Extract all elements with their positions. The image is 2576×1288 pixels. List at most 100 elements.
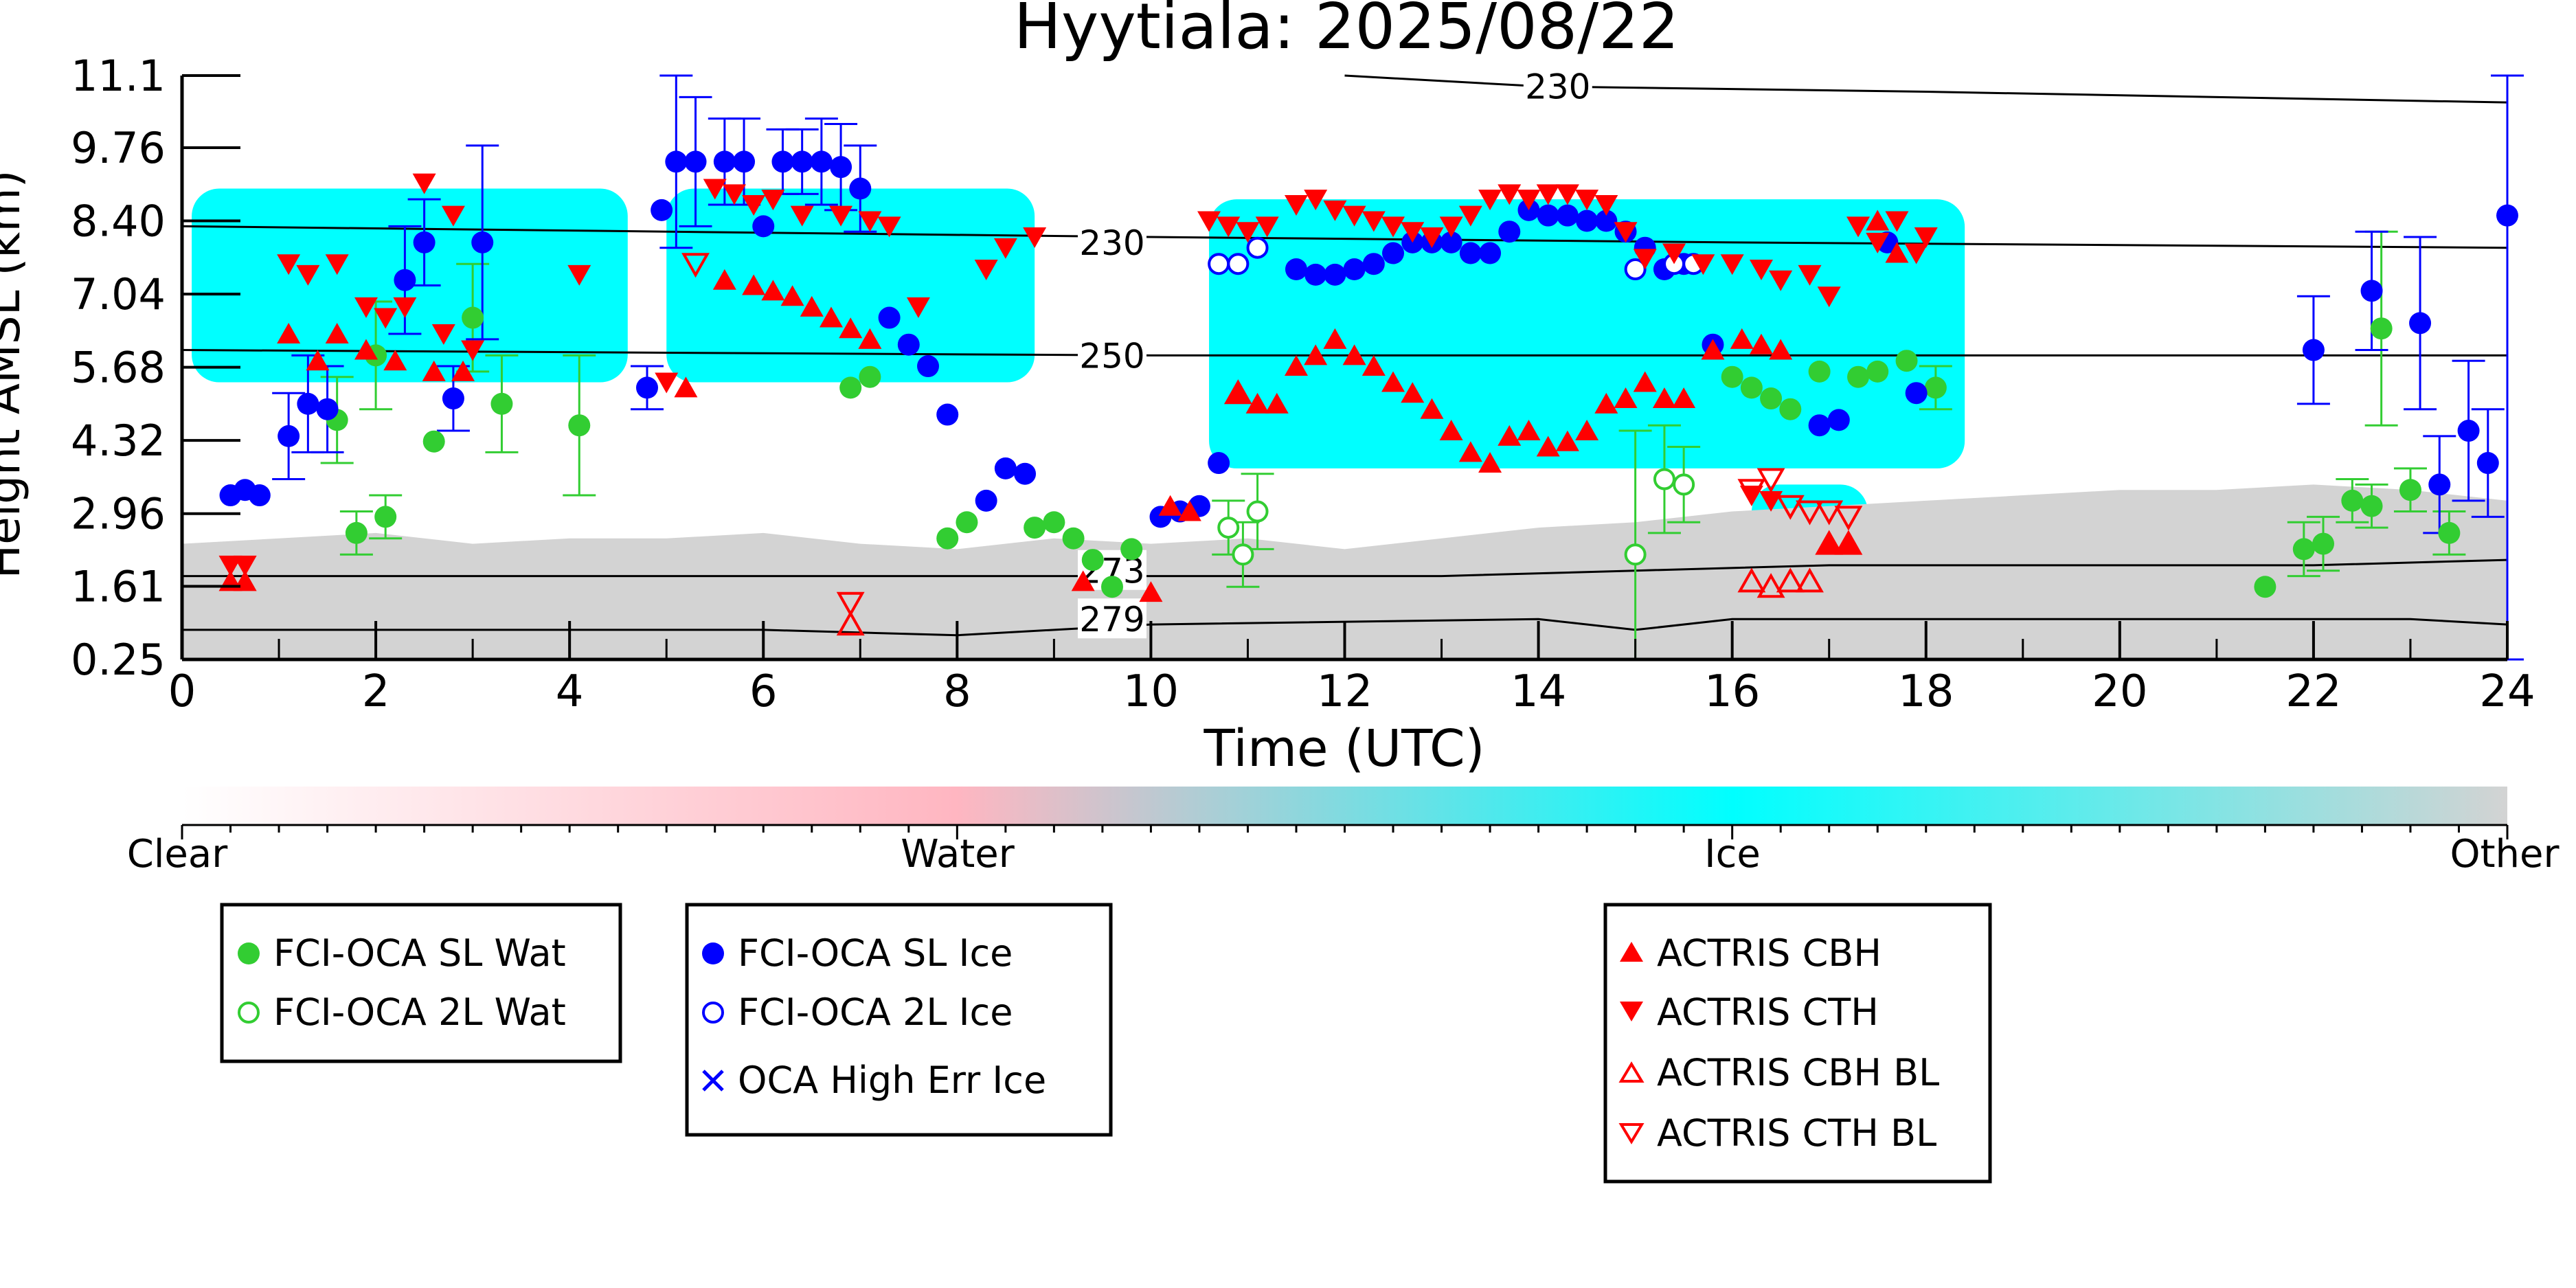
isotherm-label-230: 230 xyxy=(1079,223,1144,263)
marker-actris-cbh-51 xyxy=(1885,242,1909,263)
marker-actris-cth-bl-5 xyxy=(1796,500,1824,526)
marker-fci-oca-2l-wat-5 xyxy=(1673,473,1695,496)
marker-actris-cth-35 xyxy=(1381,216,1405,238)
marker-fci-oca-sl-ice-33 xyxy=(1285,258,1307,281)
colorbar-ticks xyxy=(181,825,2509,839)
marker-actris-cbh-46 xyxy=(1701,339,1725,360)
marker-fci-oca-sl-ice-34 xyxy=(1304,263,1327,286)
marker-actris-cth-16 xyxy=(742,195,766,216)
marker-actris-cth-31 xyxy=(1304,190,1328,211)
marker-actris-cth-54 xyxy=(1798,264,1822,286)
marker-fci-oca-sl-ice-3 xyxy=(278,425,300,447)
marker-fci-oca-sl-ice-36 xyxy=(1343,258,1366,281)
x-tick-label-18: 18 xyxy=(1898,666,1954,717)
marker-actris-cbh-10 xyxy=(712,269,736,290)
legend-marker-sl-ice xyxy=(702,942,724,964)
marker-actris-cth-18 xyxy=(790,205,814,227)
marker-actris-cbh-15 xyxy=(819,306,843,328)
marker-actris-cbh-5 xyxy=(354,339,378,360)
marker-actris-cth-41 xyxy=(1498,184,1522,205)
marker-fci-oca-sl-wat-8 xyxy=(839,376,862,399)
marker-actris-cth-1 xyxy=(233,555,257,576)
marker-fci-oca-2l-ice-0 xyxy=(1208,253,1230,275)
marker-actris-cbh-29 xyxy=(1362,355,1386,376)
marker-actris-cth-bl-3 xyxy=(1756,468,1785,493)
marker-fci-oca-sl-wat-12 xyxy=(1024,517,1046,539)
x-tick-label-22: 22 xyxy=(2285,666,2341,717)
marker-actris-cth-13 xyxy=(655,372,679,394)
marker-fci-oca-sl-wat-18 xyxy=(1721,365,1743,388)
marker-actris-cbh-9 xyxy=(674,376,698,398)
marker-actris-cth-4 xyxy=(325,254,349,275)
x-tick-label-14: 14 xyxy=(1511,666,1566,717)
legend-marker-cth-bl xyxy=(1618,1123,1645,1144)
marker-fci-oca-sl-ice-21 xyxy=(849,177,872,200)
y-tick-label-4.32: 4.32 xyxy=(71,416,166,466)
marker-fci-oca-sl-ice-7 xyxy=(413,231,436,253)
legend-marker-cbh-bl xyxy=(1618,1061,1645,1083)
isotherm-label-bg-279 xyxy=(1078,598,1146,639)
marker-actris-cth-9 xyxy=(431,324,455,346)
marker-fci-oca-sl-wat-9 xyxy=(859,365,881,388)
legend-marker-2l-ice xyxy=(702,1002,724,1024)
legend-marker-cbh xyxy=(1620,942,1643,962)
marker-actris-cth-24 xyxy=(993,238,1017,259)
legend-water-box xyxy=(220,903,622,1063)
marker-actris-cth-28 xyxy=(1236,222,1260,243)
marker-fci-oca-sl-ice-15 xyxy=(733,150,756,173)
marker-actris-cbh-52 xyxy=(1817,532,1841,554)
marker-actris-cbh-42 xyxy=(1614,387,1638,409)
isotherm-label-279: 279 xyxy=(1079,600,1144,640)
marker-actris-cth-bl-2 xyxy=(1737,479,1766,504)
legend-marker-2l-wat xyxy=(238,1002,260,1024)
x-tick-label-6: 6 xyxy=(749,666,778,717)
marker-fci-oca-sl-ice-28 xyxy=(1014,462,1037,485)
marker-fci-oca-sl-wat-24 xyxy=(1866,360,1889,383)
marker-actris-cth-20 xyxy=(858,211,882,232)
marker-fci-oca-sl-ice-12 xyxy=(665,150,688,173)
marker-actris-cbh-50 xyxy=(1866,210,1890,231)
marker-fci-oca-2l-wat-1 xyxy=(1232,543,1254,566)
colorbar-label-other: Other xyxy=(2450,832,2560,877)
marker-fci-oca-sl-wat-11 xyxy=(956,511,978,534)
marker-actris-cbh-24 xyxy=(1265,392,1289,414)
marker-fci-oca-sl-wat-29 xyxy=(2312,532,2335,555)
legend-marker-high-err-ice xyxy=(702,1070,724,1092)
marker-fci-oca-sl-wat-21 xyxy=(1779,398,1802,420)
marker-actris-cth-40 xyxy=(1478,190,1502,211)
marker-fci-oca-sl-ice-46 xyxy=(1537,204,1559,227)
marker-actris-cbh-20 xyxy=(1158,495,1182,516)
marker-actris-cth-60 xyxy=(1914,227,1938,249)
marker-actris-cbh-bl-2 xyxy=(1737,567,1766,593)
marker-actris-cth-47 xyxy=(1614,222,1638,243)
legend-label-2l-wat: FCI-OCA 2L Wat xyxy=(273,991,566,1034)
marker-actris-cbh-32 xyxy=(1420,398,1444,419)
marker-fci-oca-sl-ice-22 xyxy=(878,306,901,329)
marker-fci-oca-sl-wat-33 xyxy=(2399,479,2421,501)
marker-fci-oca-sl-ice-24 xyxy=(917,355,940,378)
marker-actris-cbh-27 xyxy=(1323,328,1347,349)
marker-actris-cth-48 xyxy=(1633,249,1657,270)
marker-fci-oca-sl-ice-26 xyxy=(975,489,997,512)
marker-fci-oca-sl-ice-27 xyxy=(994,457,1017,479)
marker-fci-oca-sl-ice-48 xyxy=(1576,210,1598,232)
y-ticks: 0.25 1.61 2.96 4.32 5.68 7.04 8.40 9.76 11.1 xyxy=(71,51,240,685)
marker-fci-oca-2l-ice-2 xyxy=(1246,236,1269,259)
marker-actris-cbh-23 xyxy=(1245,392,1269,414)
marker-fci-oca-sl-wat-1 xyxy=(345,521,368,544)
x-axis-label: Time (UTC) xyxy=(1203,719,1484,778)
marker-fci-oca-2l-wat-2 xyxy=(1246,500,1269,523)
marker-actris-cbh-11 xyxy=(742,274,766,295)
marker-actris-cbh-37 xyxy=(1517,420,1541,441)
marker-actris-cbh-17 xyxy=(858,328,882,349)
marker-fci-oca-sl-wat-14 xyxy=(1062,527,1085,550)
marker-actris-cbh-bl-3 xyxy=(1756,573,1785,598)
marker-actris-cbh-14 xyxy=(800,295,824,317)
marker-actris-cth-26 xyxy=(1197,211,1221,232)
marker-fci-oca-sl-ice-38 xyxy=(1382,242,1405,264)
marker-actris-cbh-12 xyxy=(761,280,785,301)
legend-label-high-err-ice: OCA High Err Ice xyxy=(738,1059,1046,1102)
colorbar-label-clear: Clear xyxy=(127,832,228,877)
marker-actris-cbh-41 xyxy=(1594,392,1618,414)
marker-fci-oca-sl-wat-19 xyxy=(1740,376,1763,399)
